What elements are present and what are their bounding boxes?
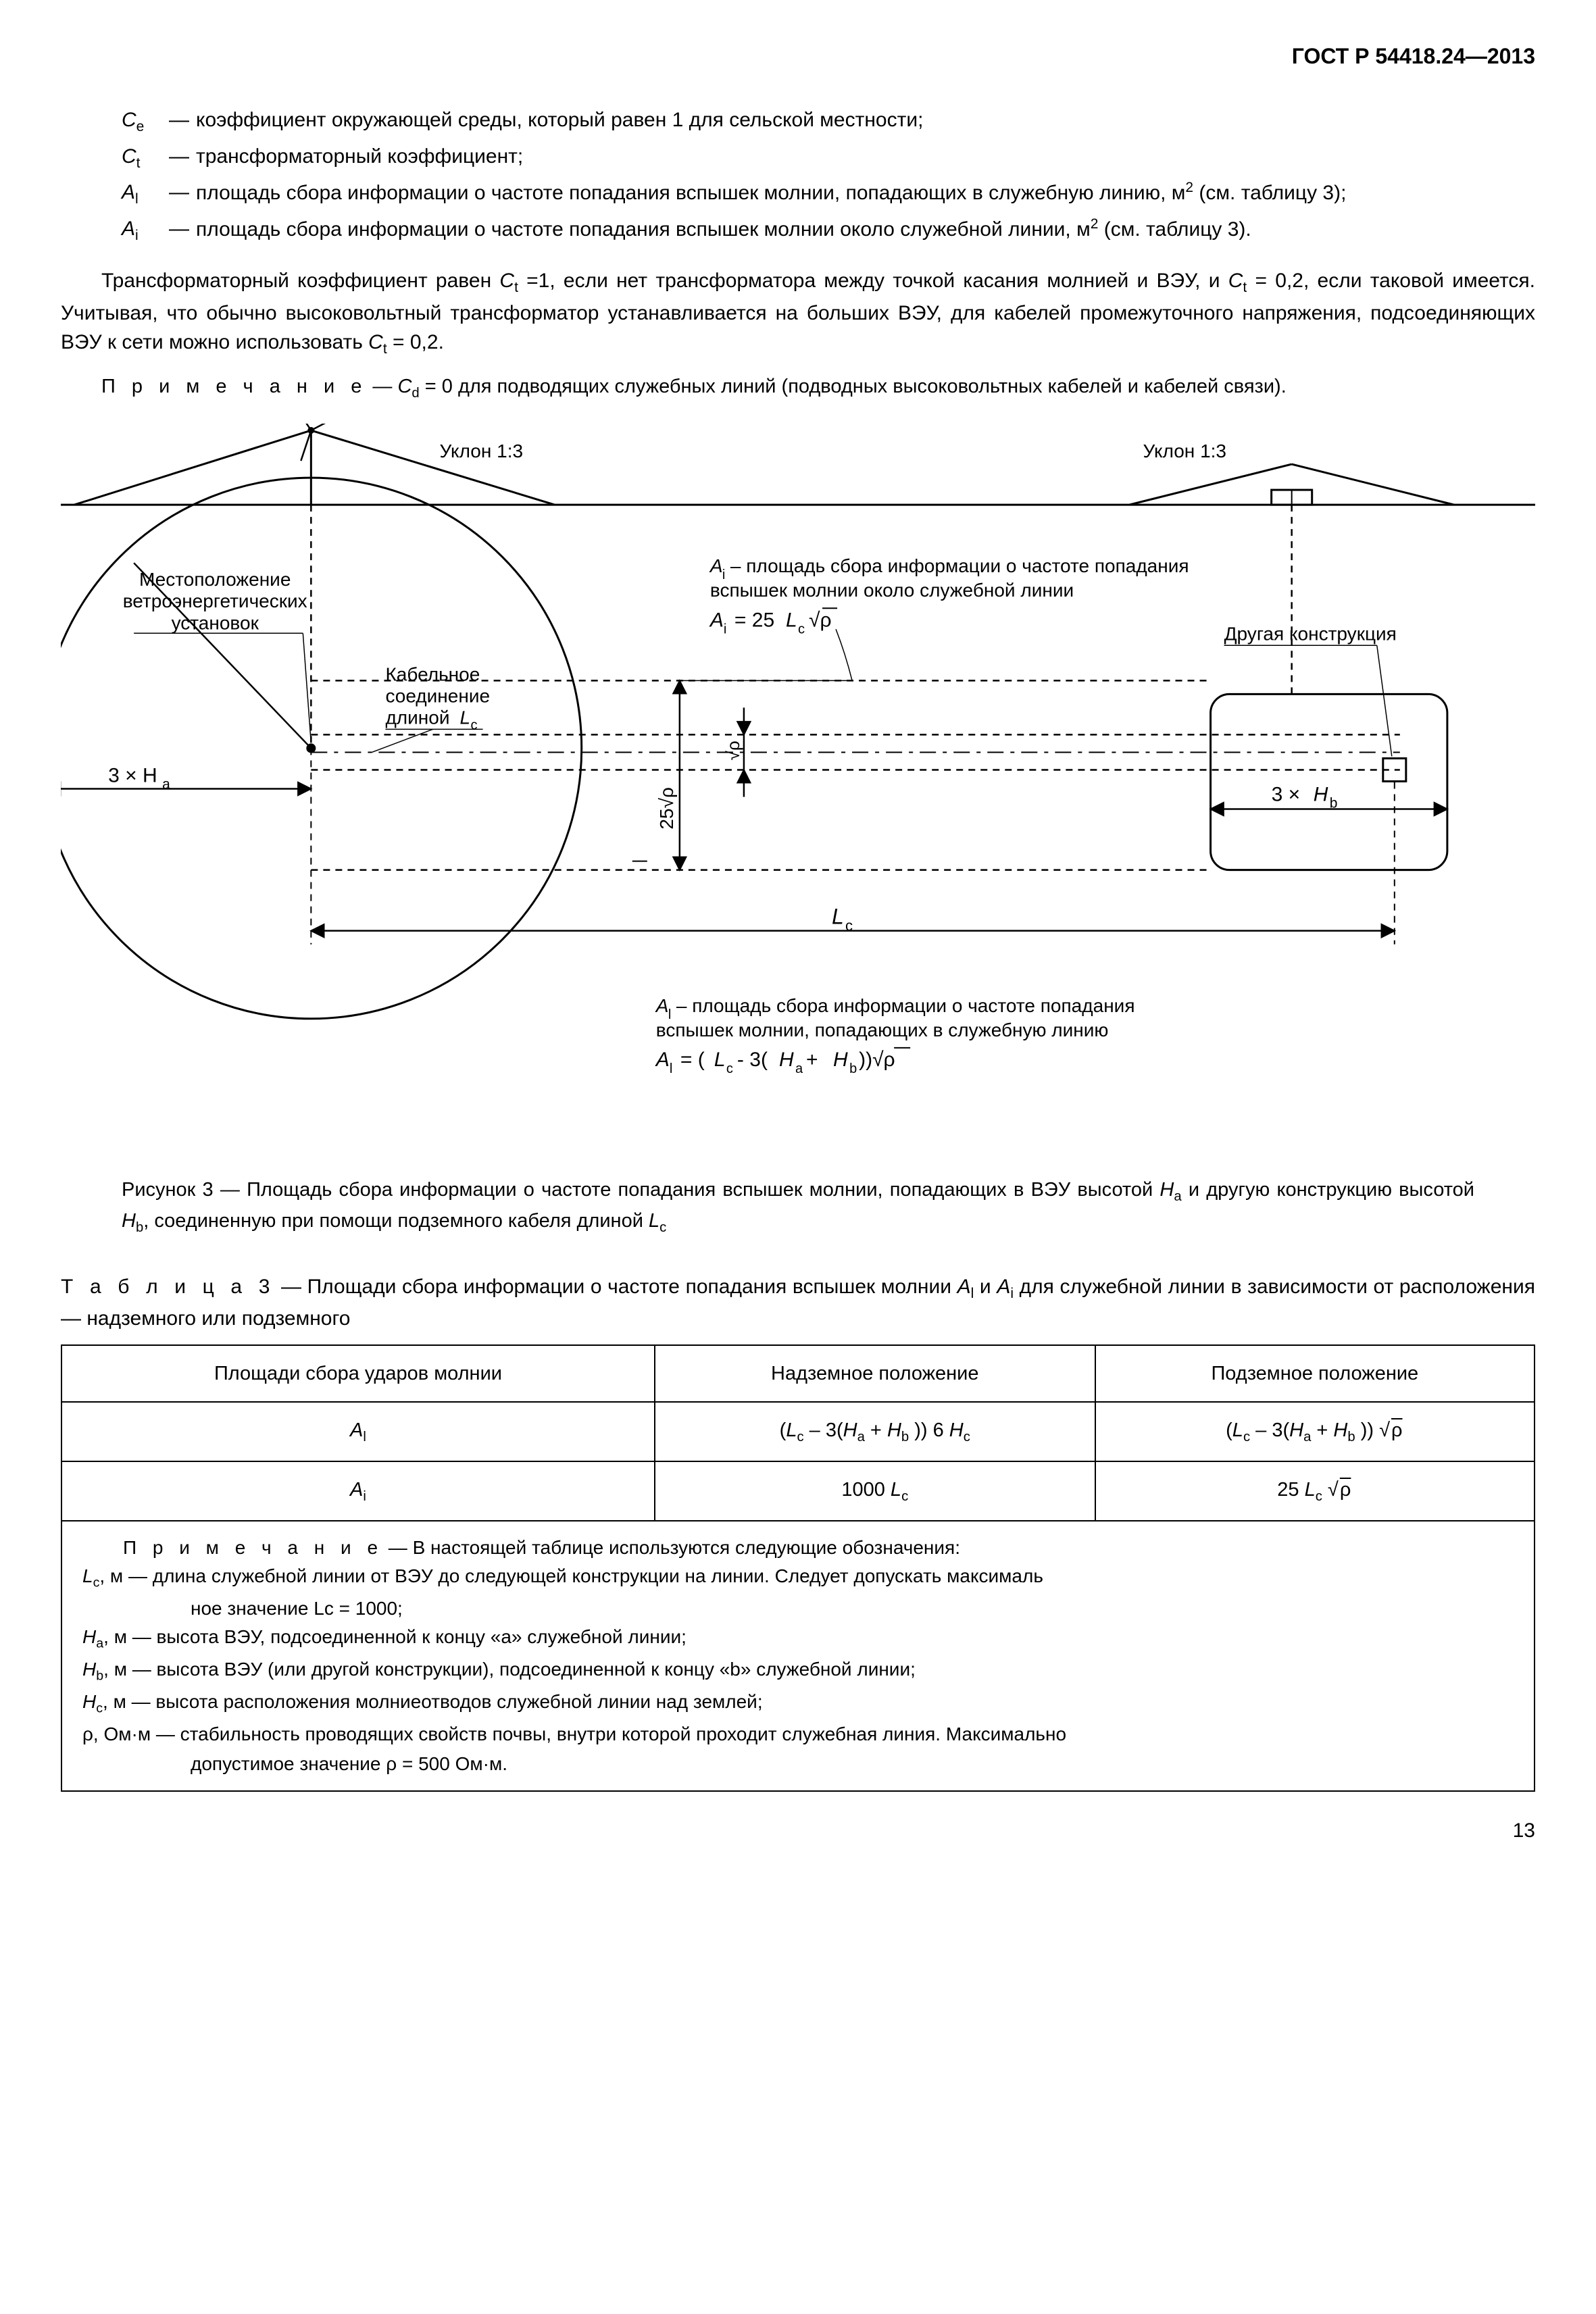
def-dash: — [169,178,189,209]
ai-label-l1: A [709,555,723,576]
cell-al-under: (Lc – 3(Ha + Hb )) √ρ [1095,1402,1535,1461]
dim-3hb-sub: b [1330,795,1338,811]
al-formula-eq: = ( [680,1049,705,1071]
ai-formula-a: A [709,609,724,631]
dim-3ha: 3 × H [108,764,157,786]
note-lc-cont: ное значение Lc = 1000; [82,1594,1514,1623]
def-text: площадь сбора информации о частоте попад… [196,178,1535,209]
dim-3hb: 3 × [1272,783,1301,805]
ai-formula-lc-sub: c [798,622,805,636]
table-row-ai: Ai 1000 Lc 25 Lc √ρ [61,1461,1535,1521]
cell-ai-sym: Ai [61,1461,655,1521]
def-symbol: Al [122,178,162,209]
def-symbol: Ce [122,105,162,137]
def-text: площадь сбора информации о частоте попад… [196,214,1535,246]
al-label-a: A [655,995,669,1016]
al-formula-close: ))√ρ [859,1049,895,1071]
table-3-title: Т а б л и ц а 3 — Площади сбора информац… [61,1272,1535,1334]
dim-sqrtrho: √ρ [723,740,743,760]
turbine-label-l1: Местоположение [139,569,291,590]
ai-formula-eq: = 25 [734,609,774,631]
table-notes-row: П р и м е ч а н и е — В настоящей таблиц… [61,1521,1535,1791]
diagram-svg: Уклон 1:3 Уклон 1:3 Местоположение ветро… [61,424,1535,1140]
def-symbol: Ai [122,214,162,246]
th-underground: Подземное положение [1095,1345,1535,1402]
ai-formula-sub: i [724,622,726,636]
al-formula-plus: + [806,1049,818,1071]
table-row-al: Al (Lc – 3(Ha + Hb )) 6 Hc (Lc – 3(Ha + … [61,1402,1535,1461]
al-formula-hb-sub: b [849,1061,857,1076]
note-rho-cont: допустимое значение ρ = 500 Ом·м. [82,1750,1514,1778]
al-formula-ha-sub: a [795,1061,803,1076]
other-struct-label: Другая конструкция [1224,623,1397,644]
cable-lc-sub: c [471,718,478,732]
al-formula-lc-sub: c [726,1061,733,1076]
al-label-l1: – площадь сбора информации о частоте поп… [676,995,1135,1016]
dim-3ha-sub: a [162,776,170,792]
table-title-label: Т а б л и ц а 3 [61,1276,275,1298]
al-formula-hb: H [833,1049,848,1071]
slope-label-left: Уклон 1:3 [440,441,524,461]
cell-al-over: (Lc – 3(Ha + Hb )) 6 Hc [655,1402,1095,1461]
ai-formula-sqrt: √ρ [809,609,832,631]
def-ce: Ce — коэффициент окружающей среды, котор… [122,105,1535,137]
notes-intro: П р и м е ч а н и е — В настоящей таблиц… [82,1534,1514,1562]
def-ai: Ai — площадь сбора информации о частоте … [122,214,1535,246]
def-al: Al — площадь сбора информации о частоте … [122,178,1535,209]
al-formula-lc: L [714,1049,726,1071]
cell-al-sym: Al [61,1402,655,1461]
figure-3-diagram: Уклон 1:3 Уклон 1:3 Местоположение ветро… [61,424,1535,1149]
note-ha: Ha, м — высота ВЭУ, подсоединенной к кон… [82,1623,1514,1654]
figure-3-caption: Рисунок 3 — Площадь сбора информации о ч… [122,1176,1474,1238]
page-number: 13 [61,1816,1535,1846]
note-lc: Lc, м — длина служебной линии от ВЭУ до … [82,1562,1514,1593]
cable-l2: соединение [385,685,490,706]
table-header-row: Площади сбора ударов молнии Надземное по… [61,1345,1535,1402]
table-notes-cell: П р и м е ч а н и е — В настоящей таблиц… [61,1521,1535,1791]
ai-formula-lc: L [786,609,797,631]
note-cd: П р и м е ч а н и е — Cd = 0 для подводя… [61,372,1535,403]
th-overhead: Надземное положение [655,1345,1095,1402]
dim-lc: L [832,904,844,928]
al-formula-a: A [655,1049,670,1071]
note-hc: Hc, м — высота расположения молниеотводо… [82,1688,1514,1719]
table-title-body: — Площади сбора информации о частоте поп… [61,1276,1535,1330]
table-3: Площади сбора ударов молнии Надземное по… [61,1344,1535,1792]
note-body: — Cd = 0 для подводящих служебных линий … [367,376,1286,397]
notes-label: П р и м е ч а н и е [123,1537,383,1558]
turbine-label-l2: ветроэнергетических [123,590,307,611]
cable-lc: L [460,707,471,728]
def-dash: — [169,214,189,246]
page-header: ГОСТ Р 54418.24—2013 [61,41,1535,72]
cell-ai-over: 1000 Lc [655,1461,1095,1521]
notes-intro-body: — В настоящей таблице используются следу… [383,1537,960,1558]
def-text: коэффициент окружающей среды, который ра… [196,105,1535,137]
slope-label-right: Уклон 1:3 [1143,441,1226,461]
al-formula-sub: l [670,1061,672,1076]
turbine-label-l3: установок [172,612,259,633]
definitions-list: Ce — коэффициент окружающей среды, котор… [122,105,1535,246]
dim-25sqrtrho: 25√ρ [656,787,677,829]
def-text: трансформаторный коэффициент; [196,142,1535,174]
def-dash: — [169,105,189,137]
def-ct: Ct — трансформаторный коэффициент; [122,142,1535,174]
al-formula-minus: - 3( [737,1049,768,1071]
dim-lc-sub: c [845,917,853,934]
def-symbol: Ct [122,142,162,174]
al-label-l2: вспышек молнии, попадающих в служебную л… [656,1020,1109,1040]
cable-l3: длиной [385,707,449,728]
ai-label-l2: вспышек молнии около служебной линии [710,580,1074,601]
note-rho: ρ, Ом·м — стабильность проводящих свойст… [82,1720,1514,1749]
cable-l1: Кабельное [385,663,480,684]
def-dash: — [169,142,189,174]
paragraph-transformer: Трансформаторный коэффициент равен Ct =1… [61,266,1535,359]
ai-label-l1b: – площадь сбора информации о частоте поп… [730,555,1189,576]
cell-ai-under: 25 Lc √ρ [1095,1461,1535,1521]
dim-3hb-h: H [1314,783,1328,805]
note-hb: Hb, м — высота ВЭУ (или другой конструкц… [82,1655,1514,1686]
al-formula-ha: H [779,1049,794,1071]
th-areas: Площади сбора ударов молнии [61,1345,655,1402]
note-label: П р и м е ч а н и е [101,376,367,397]
